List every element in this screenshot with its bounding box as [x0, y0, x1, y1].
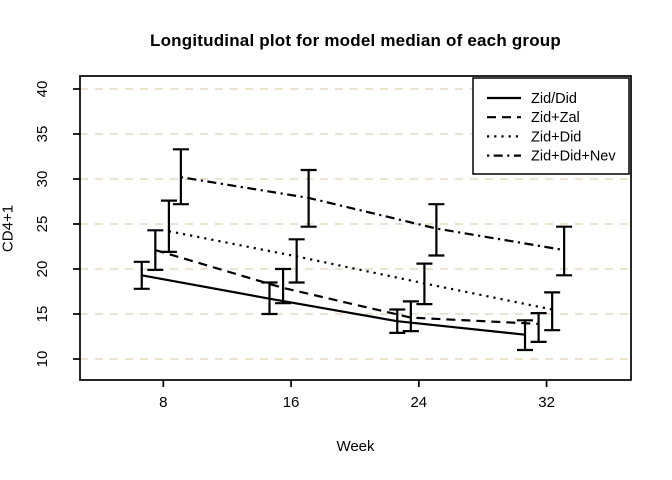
legend-item-zid-did-nev: Zid+Did+Nev: [487, 149, 616, 165]
error-bar: [160, 199, 177, 253]
legend: Zid/Did Zid+Zal Zid+Did Zid+Did+Nev: [472, 77, 630, 175]
legend-item-zid-did: Zid/Did: [487, 91, 577, 107]
plot-box: [79, 75, 632, 381]
y-tick-label: 30: [34, 171, 51, 188]
y-tick-label: 40: [34, 81, 51, 98]
y-tick-label: 15: [34, 306, 51, 323]
x-tick-label: 8: [159, 394, 167, 411]
error-bar: [544, 291, 561, 332]
error-bar: [556, 225, 573, 277]
series-line: [155, 249, 539, 325]
legend-item-zid-did: Zid+Did: [487, 129, 581, 145]
series-line: [141, 274, 526, 336]
error-bar: [517, 319, 534, 352]
y-tick-label: 20: [34, 261, 51, 278]
chart-title: Longitudinal plot for model median of ea…: [150, 31, 561, 50]
error-bar: [428, 203, 445, 257]
error-bar: [288, 238, 305, 284]
error-bar: [530, 312, 547, 343]
legend-label: Zid+Did: [531, 129, 581, 145]
legend-label: Zid+Zal: [531, 110, 580, 126]
y-axis-label: CD4+1: [0, 204, 17, 253]
legend-box: [472, 77, 630, 175]
y-tick-label: 35: [34, 126, 51, 143]
x-tick-label: 32: [538, 394, 555, 411]
error-bar: [275, 267, 292, 305]
error-bar: [172, 148, 189, 206]
legend-label: Zid/Did: [531, 91, 577, 107]
series-line: [168, 230, 553, 311]
x-axis-label: Week: [336, 438, 375, 455]
legend-label: Zid+Did+Nev: [531, 149, 616, 165]
y-tick-label: 10: [34, 351, 51, 368]
series-line: [180, 176, 565, 252]
x-tick-label: 16: [283, 394, 300, 411]
x-tick-label: 24: [410, 394, 427, 411]
series-zid-did: [133, 260, 534, 352]
series-zid-did-nev: [172, 148, 573, 277]
series-zid-zal: [147, 229, 547, 343]
legend-item-zid-zal: Zid+Zal: [487, 110, 580, 126]
y-tick-label: 25: [34, 216, 51, 233]
error-bar: [402, 300, 419, 333]
series-zid-did: [160, 199, 561, 332]
